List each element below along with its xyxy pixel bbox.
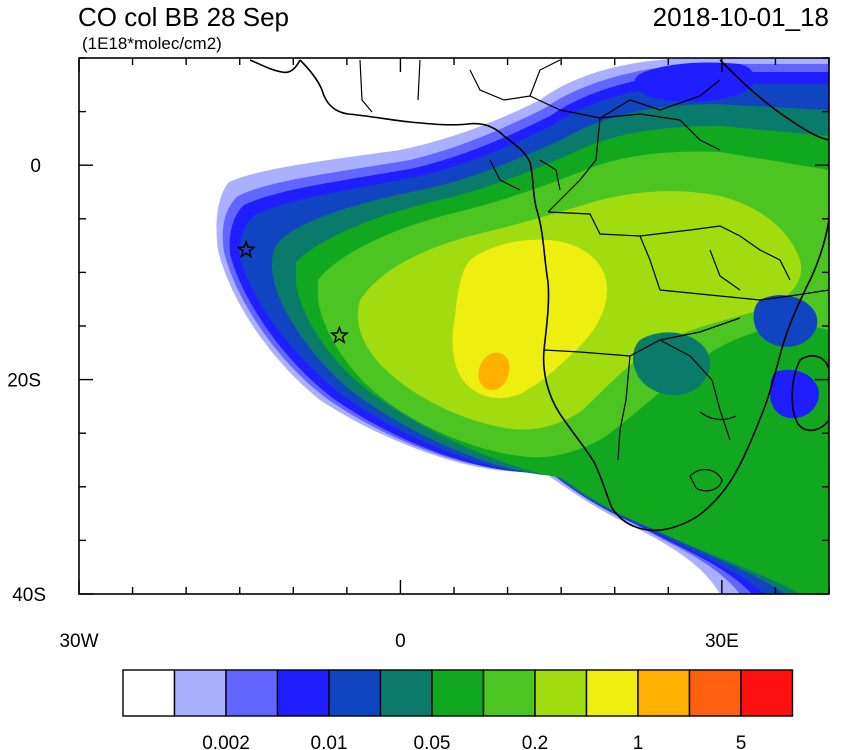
legend-swatch (122, 669, 176, 717)
legend-swatch (173, 669, 227, 717)
legend-swatch (585, 669, 639, 717)
country-borders (359, 59, 829, 492)
datetime-label: 2018-10-01_18 (653, 2, 829, 32)
x-tick-label: 0 (395, 631, 406, 652)
legend-label: 1 (633, 733, 644, 750)
legend-swatch (328, 669, 382, 717)
legend-swatch (740, 669, 794, 717)
axis-labels: 0 20S 40S 30W 0 30E (7, 156, 739, 652)
station-markers (236, 239, 350, 344)
map-title: CO col BB 28 Sep (78, 2, 289, 32)
star-marker-st-helena (329, 325, 350, 344)
legend-swatch (482, 669, 536, 717)
legend-swatch (431, 669, 485, 717)
co-plume-field (216, 58, 829, 594)
legend-swatch (225, 669, 279, 717)
x-tick-label: 30E (705, 631, 739, 652)
axis-ticks (78, 57, 830, 595)
units-label: (1E18*molec/cm2) (82, 34, 222, 53)
y-tick-label: 20S (7, 371, 41, 392)
coastlines (249, 59, 829, 532)
legend-swatch (276, 669, 330, 717)
legend-swatch (637, 669, 691, 717)
y-tick-label: 0 (30, 156, 41, 177)
y-tick-label: 40S (12, 585, 46, 606)
star-marker-ascension (236, 239, 256, 259)
legend-swatch (534, 669, 588, 717)
legend-label: 0.2 (522, 733, 548, 750)
legend-label: 0.002 (202, 733, 250, 750)
legend-label: 0.05 (414, 733, 451, 750)
legend-swatch (379, 669, 433, 717)
legend-swatch (688, 669, 742, 717)
x-tick-label: 30W (59, 631, 98, 652)
color-legend: 0.002 0.01 0.05 0.2 1 5 (122, 669, 794, 750)
legend-label: 0.01 (311, 733, 348, 750)
legend-label: 5 (736, 733, 747, 750)
